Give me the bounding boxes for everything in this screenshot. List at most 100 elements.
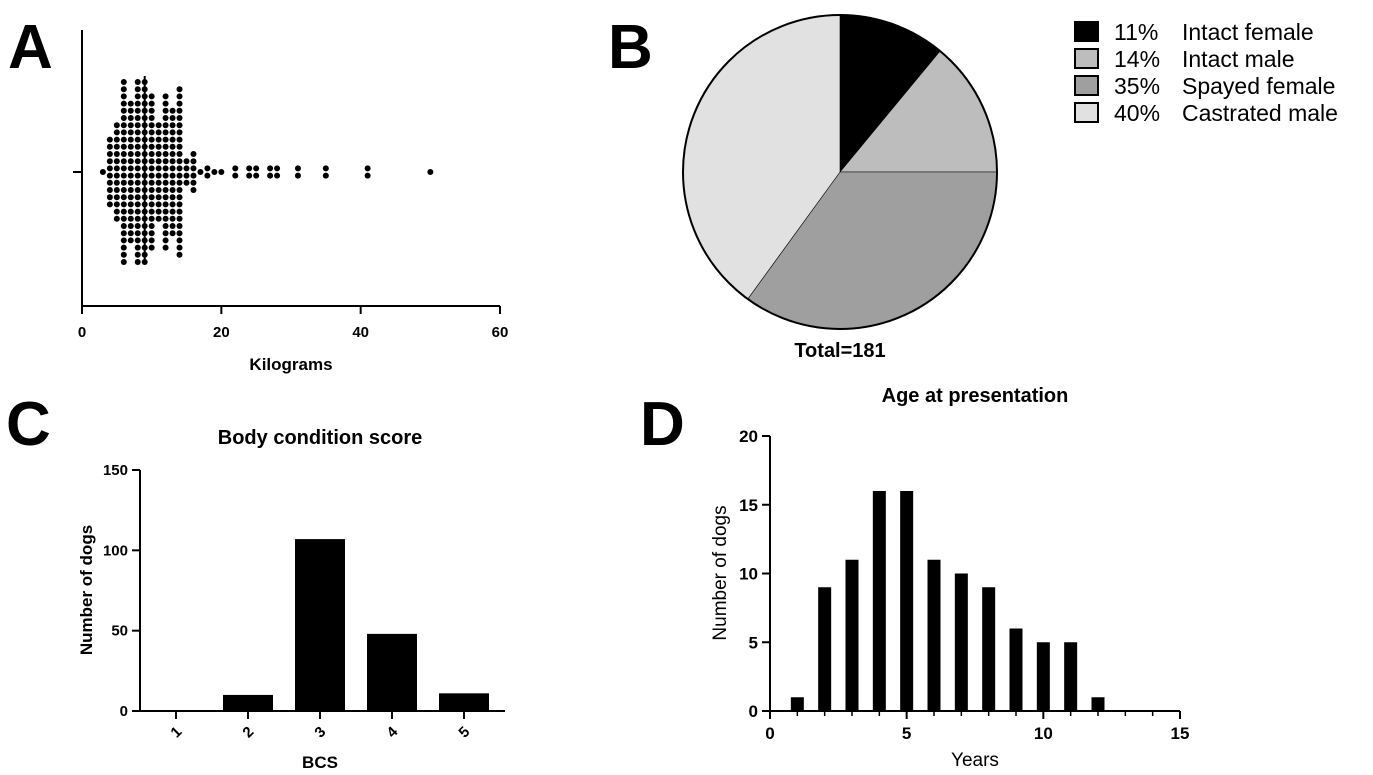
a-data-point xyxy=(120,237,127,244)
a-data-point xyxy=(120,86,127,93)
a-data-point xyxy=(134,201,141,208)
a-data-point xyxy=(162,129,169,136)
a-data-point xyxy=(148,223,155,229)
d-bar xyxy=(790,697,804,711)
a-data-point xyxy=(106,194,113,201)
a-data-point xyxy=(162,223,169,229)
a-data-point xyxy=(169,158,176,165)
a-data-point xyxy=(253,172,260,179)
a-data-point xyxy=(134,251,141,258)
a-data-point xyxy=(162,230,169,237)
d-bar xyxy=(982,587,996,711)
a-data-point xyxy=(190,158,197,165)
a-data-point xyxy=(127,136,134,143)
d-y-tick-label: 0 xyxy=(749,702,758,721)
a-data-point xyxy=(162,93,169,100)
a-data-point xyxy=(127,194,134,201)
a-data-point xyxy=(113,158,120,165)
a-data-point xyxy=(169,129,176,136)
a-data-point xyxy=(176,115,183,121)
b-legend: 11% Intact female 14% Intact male 35% Spayed … xyxy=(1074,19,1338,126)
a-data-point xyxy=(162,165,169,172)
a-data-point xyxy=(162,179,169,186)
a-data-point xyxy=(162,172,169,179)
a-data-point xyxy=(134,165,141,172)
a-data-point xyxy=(162,187,169,193)
a-data-point xyxy=(134,122,141,129)
d-y-tick-label: 5 xyxy=(749,633,758,652)
a-data-point xyxy=(155,172,162,179)
a-data-point xyxy=(169,223,176,229)
a-data-point xyxy=(176,129,183,136)
a-data-point xyxy=(134,194,141,201)
a-data-point xyxy=(204,172,211,179)
a-data-point xyxy=(162,215,169,222)
c-bar xyxy=(367,633,417,711)
a-data-point xyxy=(246,165,253,172)
a-data-point xyxy=(134,215,141,222)
c-x-tick-label: 1 xyxy=(167,723,185,741)
a-data-point xyxy=(127,215,134,222)
a-data-point xyxy=(176,151,183,157)
a-data-point xyxy=(148,129,155,136)
a-data-point xyxy=(120,129,127,136)
b-legend-label: Spayed female xyxy=(1182,73,1335,99)
b-pie-outline xyxy=(682,14,998,330)
a-data-point xyxy=(364,165,371,172)
c-y-tick-label: 150 xyxy=(103,462,128,479)
a-data-point xyxy=(190,179,197,186)
a-data-point xyxy=(134,136,141,143)
a-data-point xyxy=(148,194,155,201)
a-data-point xyxy=(162,244,169,251)
a-data-point xyxy=(169,143,176,150)
d-y-axis-title: Number of dogs xyxy=(710,505,731,640)
a-data-point xyxy=(162,107,169,114)
a-data-point xyxy=(162,151,169,157)
a-data-point xyxy=(134,244,141,251)
d-x-tick-label: 15 xyxy=(1171,724,1190,743)
a-data-point xyxy=(148,208,155,215)
a-data-point xyxy=(106,136,113,143)
b-legend-percent: 40% xyxy=(1114,100,1160,126)
age-bar-chart: Age at presentation 0 5 10 15 20 0 5 10 15 Years… xyxy=(710,385,1189,771)
a-data-point xyxy=(113,194,120,201)
a-data-point xyxy=(162,194,169,201)
a-data-point xyxy=(148,107,155,114)
a-data-point xyxy=(120,93,127,100)
a-data-point xyxy=(120,158,127,165)
a-data-point xyxy=(211,169,218,175)
a-data-point xyxy=(148,201,155,208)
a-data-point xyxy=(148,237,155,244)
a-data-point xyxy=(148,172,155,179)
a-data-point xyxy=(120,208,127,215)
a-data-point xyxy=(183,165,190,172)
a-data-point xyxy=(120,136,127,143)
a-data-point xyxy=(155,151,162,157)
a-data-point xyxy=(197,169,204,175)
a-data-point xyxy=(427,169,434,175)
a-data-point xyxy=(169,122,176,129)
a-data-point xyxy=(134,79,141,85)
a-data-point xyxy=(106,187,113,193)
a-data-point xyxy=(113,165,120,172)
a-data-point xyxy=(148,244,155,251)
a-data-point xyxy=(127,151,134,157)
a-data-point xyxy=(183,172,190,179)
a-data-point xyxy=(169,151,176,157)
panel-letter-a: A xyxy=(8,13,53,82)
a-data-point xyxy=(218,169,225,175)
d-bar xyxy=(818,587,832,711)
a-data-point xyxy=(134,179,141,186)
a-data-point xyxy=(169,187,176,193)
a-data-point xyxy=(162,143,169,150)
d-bar xyxy=(927,559,941,711)
a-data-point xyxy=(127,201,134,208)
d-bar xyxy=(954,573,968,711)
a-data-point xyxy=(113,201,120,208)
a-data-point xyxy=(113,122,120,129)
a-data-point xyxy=(176,100,183,107)
a-data-point xyxy=(176,179,183,186)
a-data-point xyxy=(106,151,113,157)
a-data-point xyxy=(148,230,155,237)
